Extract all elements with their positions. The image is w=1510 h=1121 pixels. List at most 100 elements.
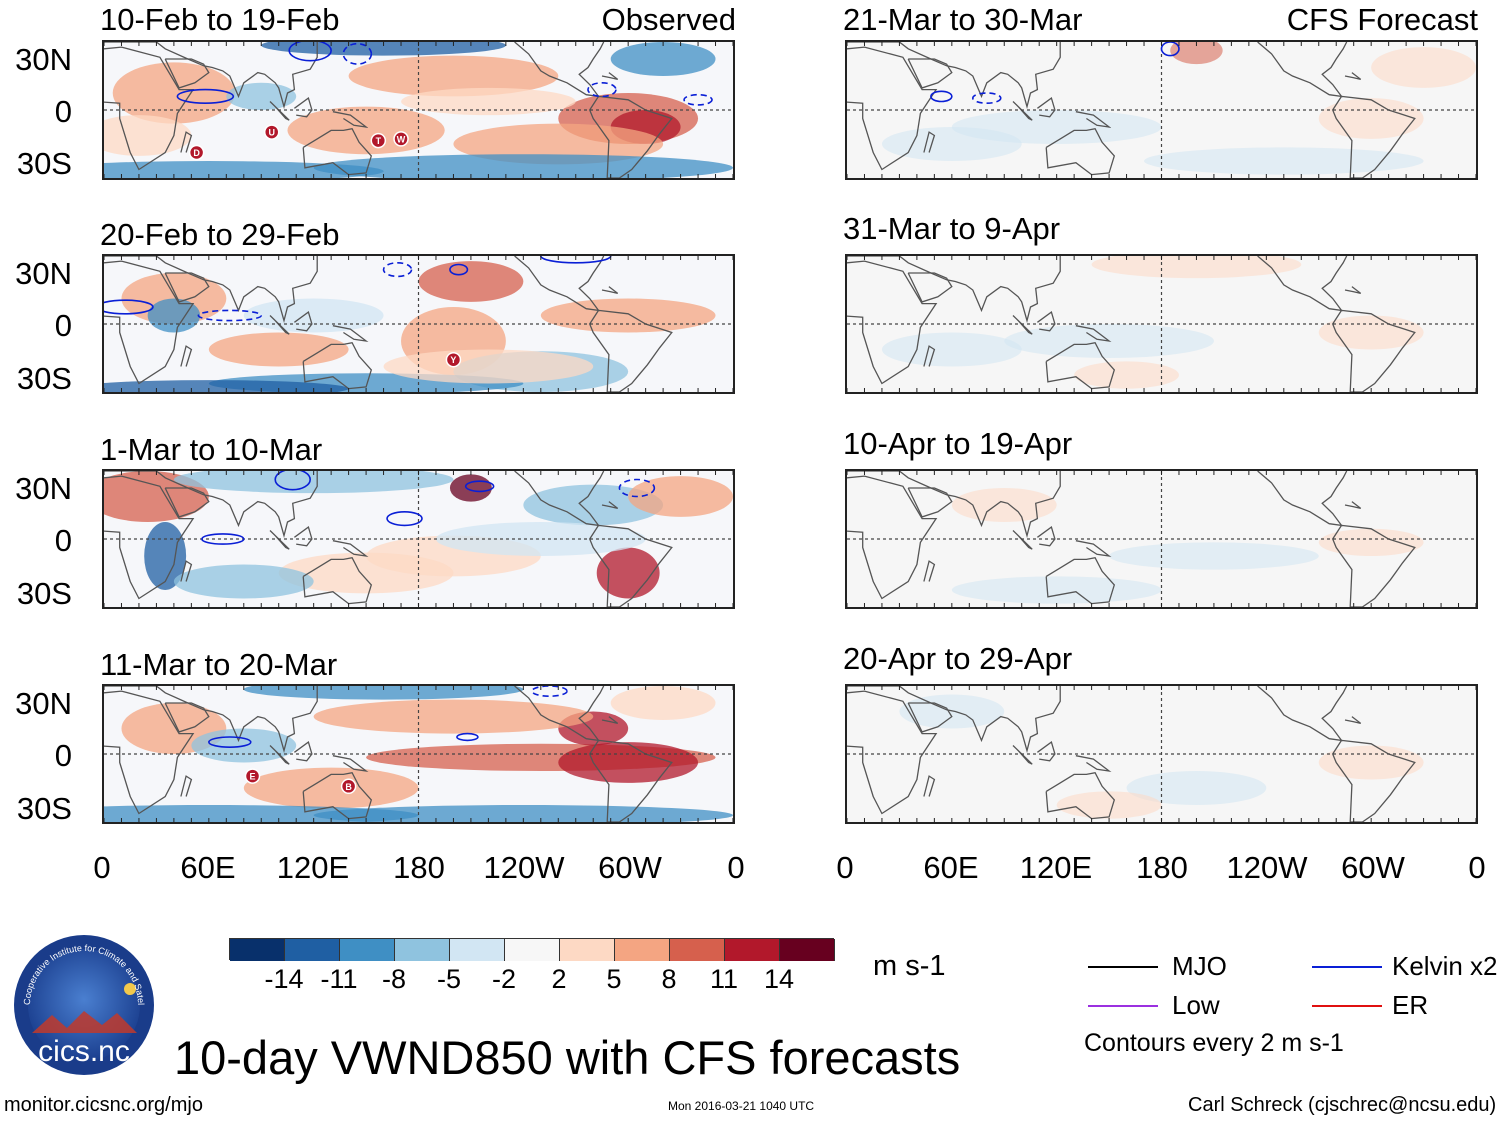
colorbar-swatch [725, 939, 780, 961]
coastline-europe-asia [847, 42, 1061, 110]
coastline-borneo [294, 526, 313, 547]
anomaly-region [610, 42, 716, 76]
coastline-borneo [1037, 526, 1056, 547]
anomaly-region [1091, 256, 1302, 279]
anomaly-region [610, 686, 716, 720]
storm-marker: T [370, 132, 387, 149]
legend-low-label: Low [1172, 990, 1220, 1020]
coastline-europe-asia [847, 686, 1061, 754]
lon-label: 120E [1019, 850, 1093, 885]
coastline-africa [847, 475, 938, 600]
kelvin-contour [531, 686, 568, 697]
coastline-madagascar [923, 345, 936, 367]
kelvin-contour [288, 42, 332, 62]
coastline-arabia [907, 272, 953, 303]
fc-panel-1-title: 21-Mar to 30-Mar [843, 2, 1083, 37]
obs-panel-4-title: 11-Mar to 20-Mar [100, 647, 338, 682]
anomaly-region [1318, 528, 1424, 556]
kelvin-contour [382, 262, 413, 278]
storm-label: W [397, 134, 406, 144]
lat-label-30s: 30S [16, 576, 72, 611]
anomaly-region [540, 298, 716, 333]
coastline-africa [104, 690, 195, 815]
coastline-caribbean [1344, 286, 1362, 295]
coastline-borneo [1037, 741, 1056, 762]
anomaly-region [261, 42, 506, 56]
coastline-australia [1045, 556, 1116, 605]
kelvin-contour [464, 480, 495, 493]
coastline-australia [1045, 771, 1116, 820]
coastline-europe-asia [104, 471, 318, 539]
anomaly-region [1074, 361, 1179, 389]
source-url[interactable]: monitor.cicsnc.org/mjo [4, 1094, 203, 1116]
kelvin-contour [176, 88, 235, 105]
kelvin-contour [930, 90, 953, 103]
coastline-australia [302, 127, 373, 176]
obs-panel-3-title: 1-Mar to 10-Mar [100, 432, 323, 467]
coastline-africa [104, 46, 195, 171]
colorbar-swatch [395, 939, 450, 961]
coastline-borneo [294, 741, 313, 762]
lon-label: 60W [1341, 850, 1405, 885]
coastline-madagascar [180, 775, 193, 797]
coastline-sumatra [1012, 530, 1033, 550]
anomaly-region [596, 547, 660, 599]
lat-label-30n: 30N [15, 471, 72, 506]
coastline-new-guinea [1075, 325, 1112, 342]
colorbar-tick-label: -5 [436, 964, 461, 994]
coastline-sumatra [269, 315, 290, 335]
storm-circle [188, 144, 205, 161]
colorbar-tick-label: -11 [320, 964, 358, 994]
lon-label: 0 [727, 850, 745, 885]
coastline-madagascar [923, 131, 936, 153]
anomaly-region [243, 298, 384, 333]
kelvin-contour [618, 478, 656, 498]
kelvin-contour [449, 263, 469, 276]
coastline-africa [847, 690, 938, 815]
lon-label: 60W [598, 850, 662, 885]
lat-label-30s: 30S [16, 791, 72, 826]
coastline-madagascar [923, 560, 936, 582]
colorbar-swatch [450, 939, 505, 961]
lon-label: 0 [93, 850, 111, 885]
forecast-header: CFS Forecast [1286, 2, 1478, 37]
lon-label: 180 [393, 850, 445, 885]
coastline-europe-asia [104, 42, 318, 110]
anomaly-region [173, 564, 314, 599]
lat-label-30n: 30N [15, 686, 72, 721]
storm-marker: B [340, 778, 357, 795]
fc-panel-3-title: 10-Apr to 19-Apr [843, 426, 1073, 461]
fc-map-panel-3 [845, 469, 1478, 609]
anomaly-region [1318, 745, 1424, 780]
colorbar-tick-label: 2 [551, 964, 567, 994]
kelvin-contour [208, 736, 252, 748]
anomaly-region [951, 488, 1057, 522]
coastline-europe-asia [847, 256, 1061, 324]
kelvin-contour [587, 81, 617, 98]
storm-circle [370, 132, 387, 149]
anomaly-region [1056, 791, 1162, 819]
coastline-australia [302, 341, 373, 390]
kelvin-contour [683, 93, 713, 106]
coastline-new-guinea [332, 325, 369, 342]
anomaly-region [313, 699, 594, 734]
anomaly-region [1170, 42, 1223, 65]
units-label: m s-1 [873, 950, 946, 982]
coastline-new-guinea [1075, 111, 1112, 128]
coastline-north-america [1257, 256, 1348, 312]
colorbar-tick-label: -8 [381, 964, 406, 994]
colorbar-swatch [340, 939, 395, 961]
colorbar-swatch [285, 939, 340, 961]
anomaly-region [112, 62, 236, 124]
legend-low-line [1088, 1005, 1158, 1007]
coastline-madagascar [923, 775, 936, 797]
storm-label: E [250, 772, 256, 782]
coastline-sumatra [269, 530, 290, 550]
coastline-new-guinea [332, 111, 369, 128]
coastline-africa [847, 260, 938, 385]
storm-circle [340, 778, 357, 795]
colorbar-swatch [615, 939, 670, 961]
kelvin-contour [971, 92, 1002, 104]
credit: Carl Schreck (cjschrec@ncsu.edu) [1188, 1094, 1497, 1116]
coastline-europe-asia [847, 471, 1061, 539]
